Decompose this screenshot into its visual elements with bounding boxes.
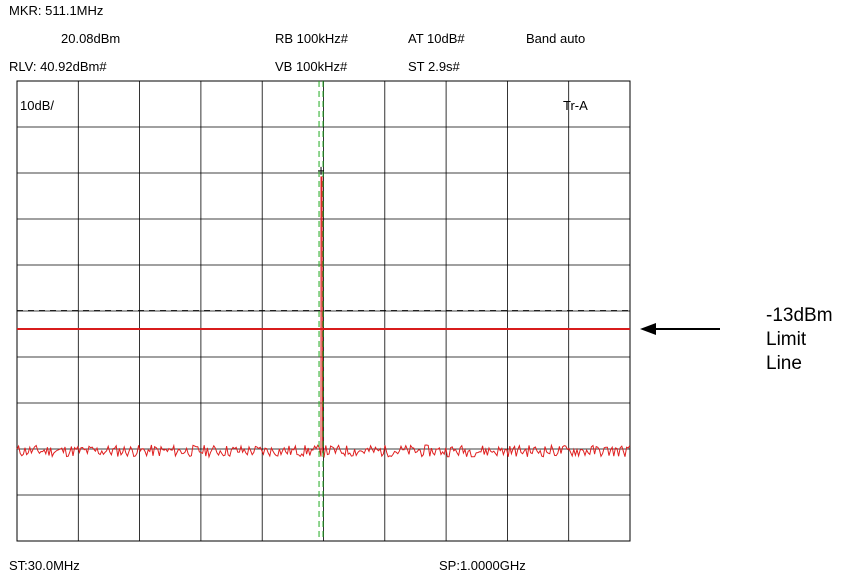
limit-annotation-line-3: Line <box>766 353 802 374</box>
limit-annotation-line-2: Limit <box>766 329 807 350</box>
resolution-bandwidth: RB 100kHz# <box>275 31 348 46</box>
trace-label: Tr-A <box>563 98 588 113</box>
attenuation: AT 10dB# <box>408 31 465 46</box>
band-mode: Band auto <box>526 31 586 46</box>
scale-label: 10dB/ <box>20 98 54 113</box>
trace-a <box>16 176 631 459</box>
reference-level: RLV: 40.92dBm# <box>9 59 107 74</box>
arrow-icon <box>640 323 720 336</box>
trace-a-path <box>16 176 631 459</box>
start-frequency: ST:30.0MHz <box>9 558 80 573</box>
limit-annotation: -13dBm Limit Line <box>766 304 833 376</box>
stop-frequency: SP:1.0000GHz <box>439 558 526 573</box>
marker-level: 20.08dBm <box>61 31 121 46</box>
limit-annotation-line-1: -13dBm <box>766 305 833 326</box>
marker-line <box>318 81 325 541</box>
marker-frequency: MKR: 511.1MHz <box>9 3 104 18</box>
video-bandwidth: VB 100kHz# <box>275 59 348 74</box>
arrow-head <box>640 323 656 336</box>
sweep-time: ST 2.9s# <box>408 59 460 74</box>
